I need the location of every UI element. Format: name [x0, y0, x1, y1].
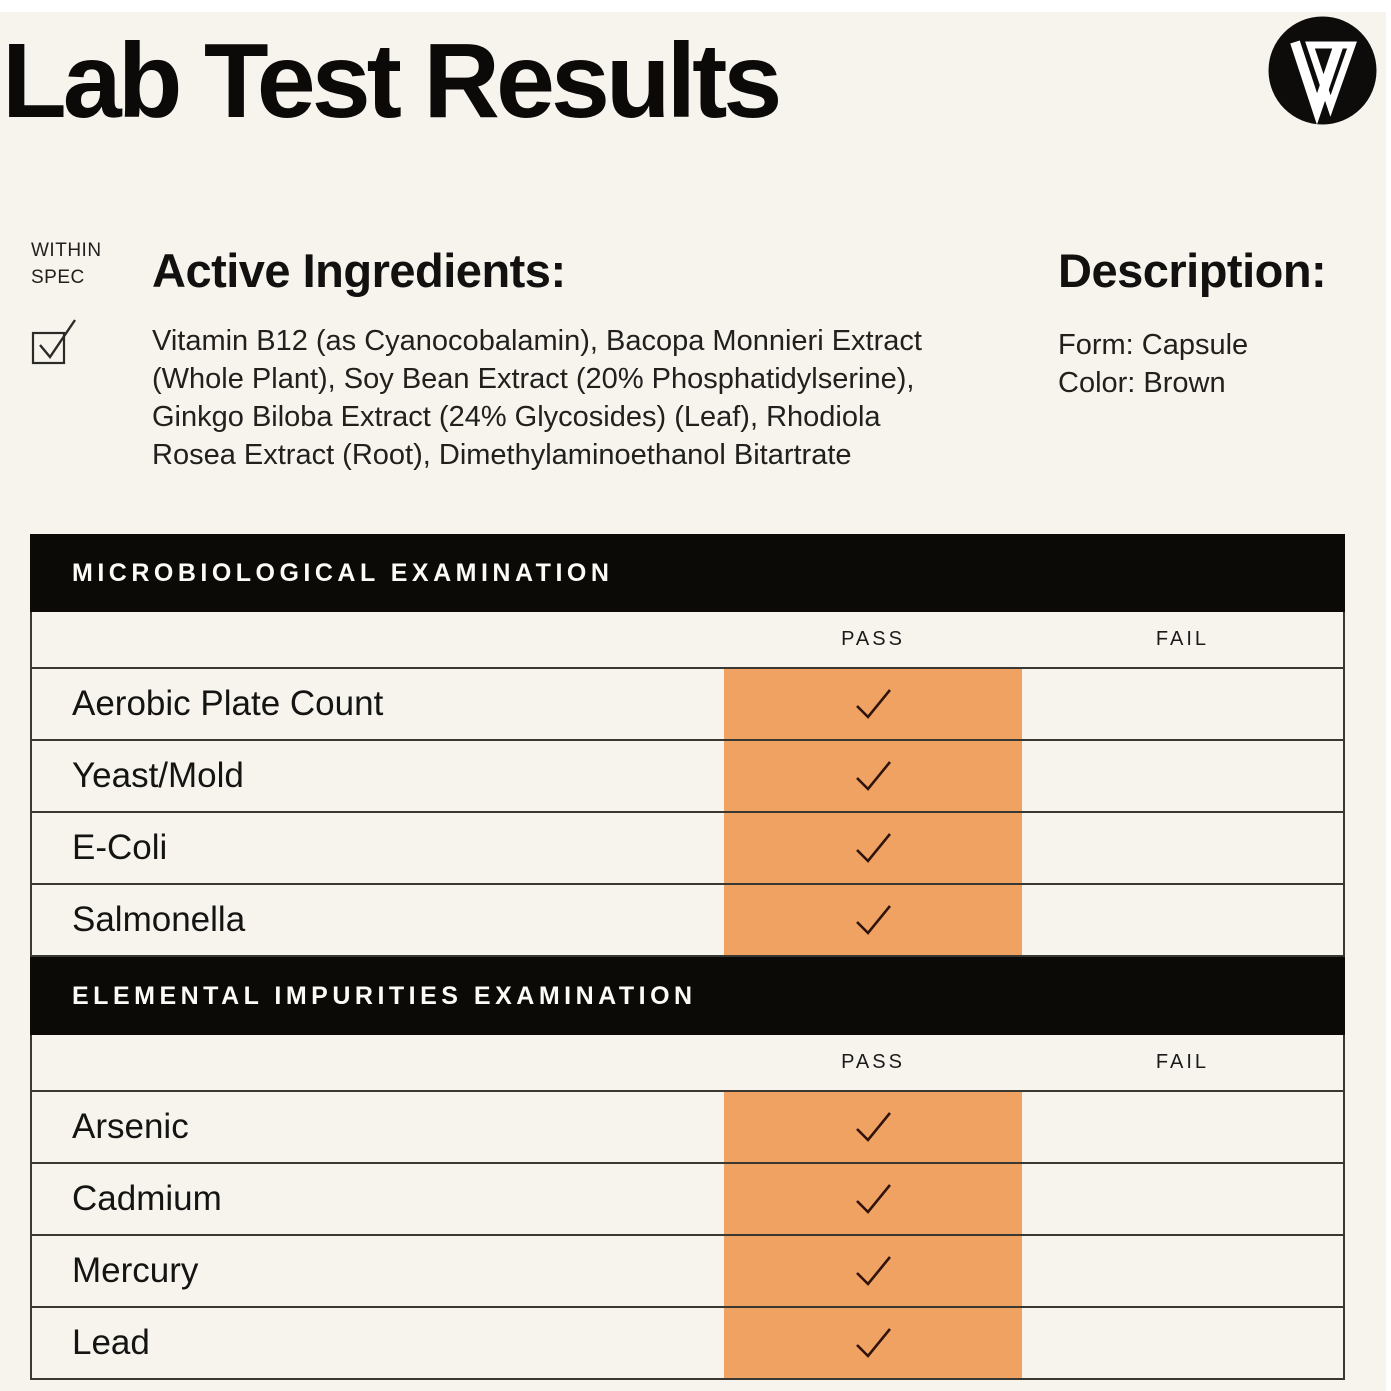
within-spec-line2: SPEC	[31, 267, 85, 288]
pass-cell	[724, 1236, 1022, 1306]
checkmark-icon	[856, 1255, 892, 1286]
within-spec-line1: WITHIN	[31, 240, 102, 261]
row-label: Yeast/Mold	[72, 756, 244, 795]
table-title: MICROBIOLOGICAL EXAMINATION	[72, 558, 614, 587]
active-ingredients-heading: Active Ingredients:	[152, 244, 566, 297]
fail-cell	[1022, 1164, 1343, 1234]
table-header-row: PASS FAIL	[32, 612, 1343, 669]
table-title-bar: ELEMENTAL IMPURITIES EXAMINATION	[30, 957, 1345, 1035]
row-label: Cadmium	[72, 1179, 222, 1218]
page-title: Lab Test Results	[2, 22, 782, 140]
table-body: PASS FAIL Aerobic Plate Count Yeast/Mold E-C…	[30, 612, 1345, 957]
fail-cell	[1022, 885, 1343, 955]
table-header-row: PASS FAIL	[32, 1035, 1343, 1092]
results-table: MICROBIOLOGICAL EXAMINATION PASS FAIL Aerob…	[30, 534, 1345, 957]
checkmark-icon	[856, 1183, 892, 1214]
table-title-bar: MICROBIOLOGICAL EXAMINATION	[30, 534, 1345, 612]
row-label: Salmonella	[72, 900, 246, 939]
row-label: Arsenic	[72, 1107, 189, 1146]
table-row: Salmonella	[32, 885, 1343, 957]
table-row: Lead	[32, 1308, 1343, 1380]
pass-column-header: PASS	[841, 628, 905, 650]
description-color: Color: Brown	[1058, 367, 1226, 399]
fail-column-header: FAIL	[1155, 1051, 1210, 1073]
results-tables: MICROBIOLOGICAL EXAMINATION PASS FAIL Aerob…	[30, 534, 1345, 1380]
within-spec-label: WITHIN SPEC	[31, 237, 102, 291]
table-row: Arsenic	[32, 1092, 1343, 1164]
pass-cell	[724, 741, 1022, 811]
row-label: Lead	[72, 1323, 150, 1362]
row-label: Mercury	[72, 1251, 199, 1290]
results-table: ELEMENTAL IMPURITIES EXAMINATION PASS FAIL…	[30, 957, 1345, 1380]
table-row: E-Coli	[32, 813, 1343, 885]
checkmark-icon	[856, 1111, 892, 1142]
right-edge-strip	[1386, 0, 1391, 1391]
table-title: ELEMENTAL IMPURITIES EXAMINATION	[72, 981, 697, 1010]
active-ingredients-text: Vitamin B12 (as Cyanocobalamin), Bacopa …	[152, 325, 922, 471]
within-spec-checkbox-icon	[31, 319, 76, 365]
top-edge-strip	[0, 0, 1391, 12]
fail-cell	[1022, 741, 1343, 811]
row-label: E-Coli	[72, 828, 168, 867]
pass-cell	[724, 885, 1022, 955]
table-row: Yeast/Mold	[32, 741, 1343, 813]
fail-cell	[1022, 669, 1343, 739]
table-body: PASS FAIL Arsenic Cadmium Mercury Lead	[30, 1035, 1345, 1380]
pass-column-header: PASS	[841, 1051, 905, 1073]
fail-column-header: FAIL	[1155, 628, 1210, 650]
checkmark-icon	[856, 832, 892, 863]
row-label: Aerobic Plate Count	[72, 684, 384, 723]
pass-cell	[724, 1092, 1022, 1162]
pass-cell	[724, 669, 1022, 739]
fail-cell	[1022, 813, 1343, 883]
checkmark-icon	[856, 1327, 892, 1358]
table-row: Mercury	[32, 1236, 1343, 1308]
pass-cell	[724, 813, 1022, 883]
fail-cell	[1022, 1092, 1343, 1162]
description-form: Form: Capsule	[1058, 329, 1249, 361]
table-row: Cadmium	[32, 1164, 1343, 1236]
pass-cell	[724, 1164, 1022, 1234]
checkmark-icon	[856, 760, 892, 791]
fail-cell	[1022, 1236, 1343, 1306]
pass-cell	[724, 1308, 1022, 1378]
description-heading: Description:	[1058, 244, 1327, 297]
checkmark-icon	[856, 904, 892, 935]
fail-cell	[1022, 1308, 1343, 1378]
table-row: Aerobic Plate Count	[32, 669, 1343, 741]
brand-v-logo-icon	[1268, 16, 1377, 125]
checkmark-icon	[856, 688, 892, 719]
